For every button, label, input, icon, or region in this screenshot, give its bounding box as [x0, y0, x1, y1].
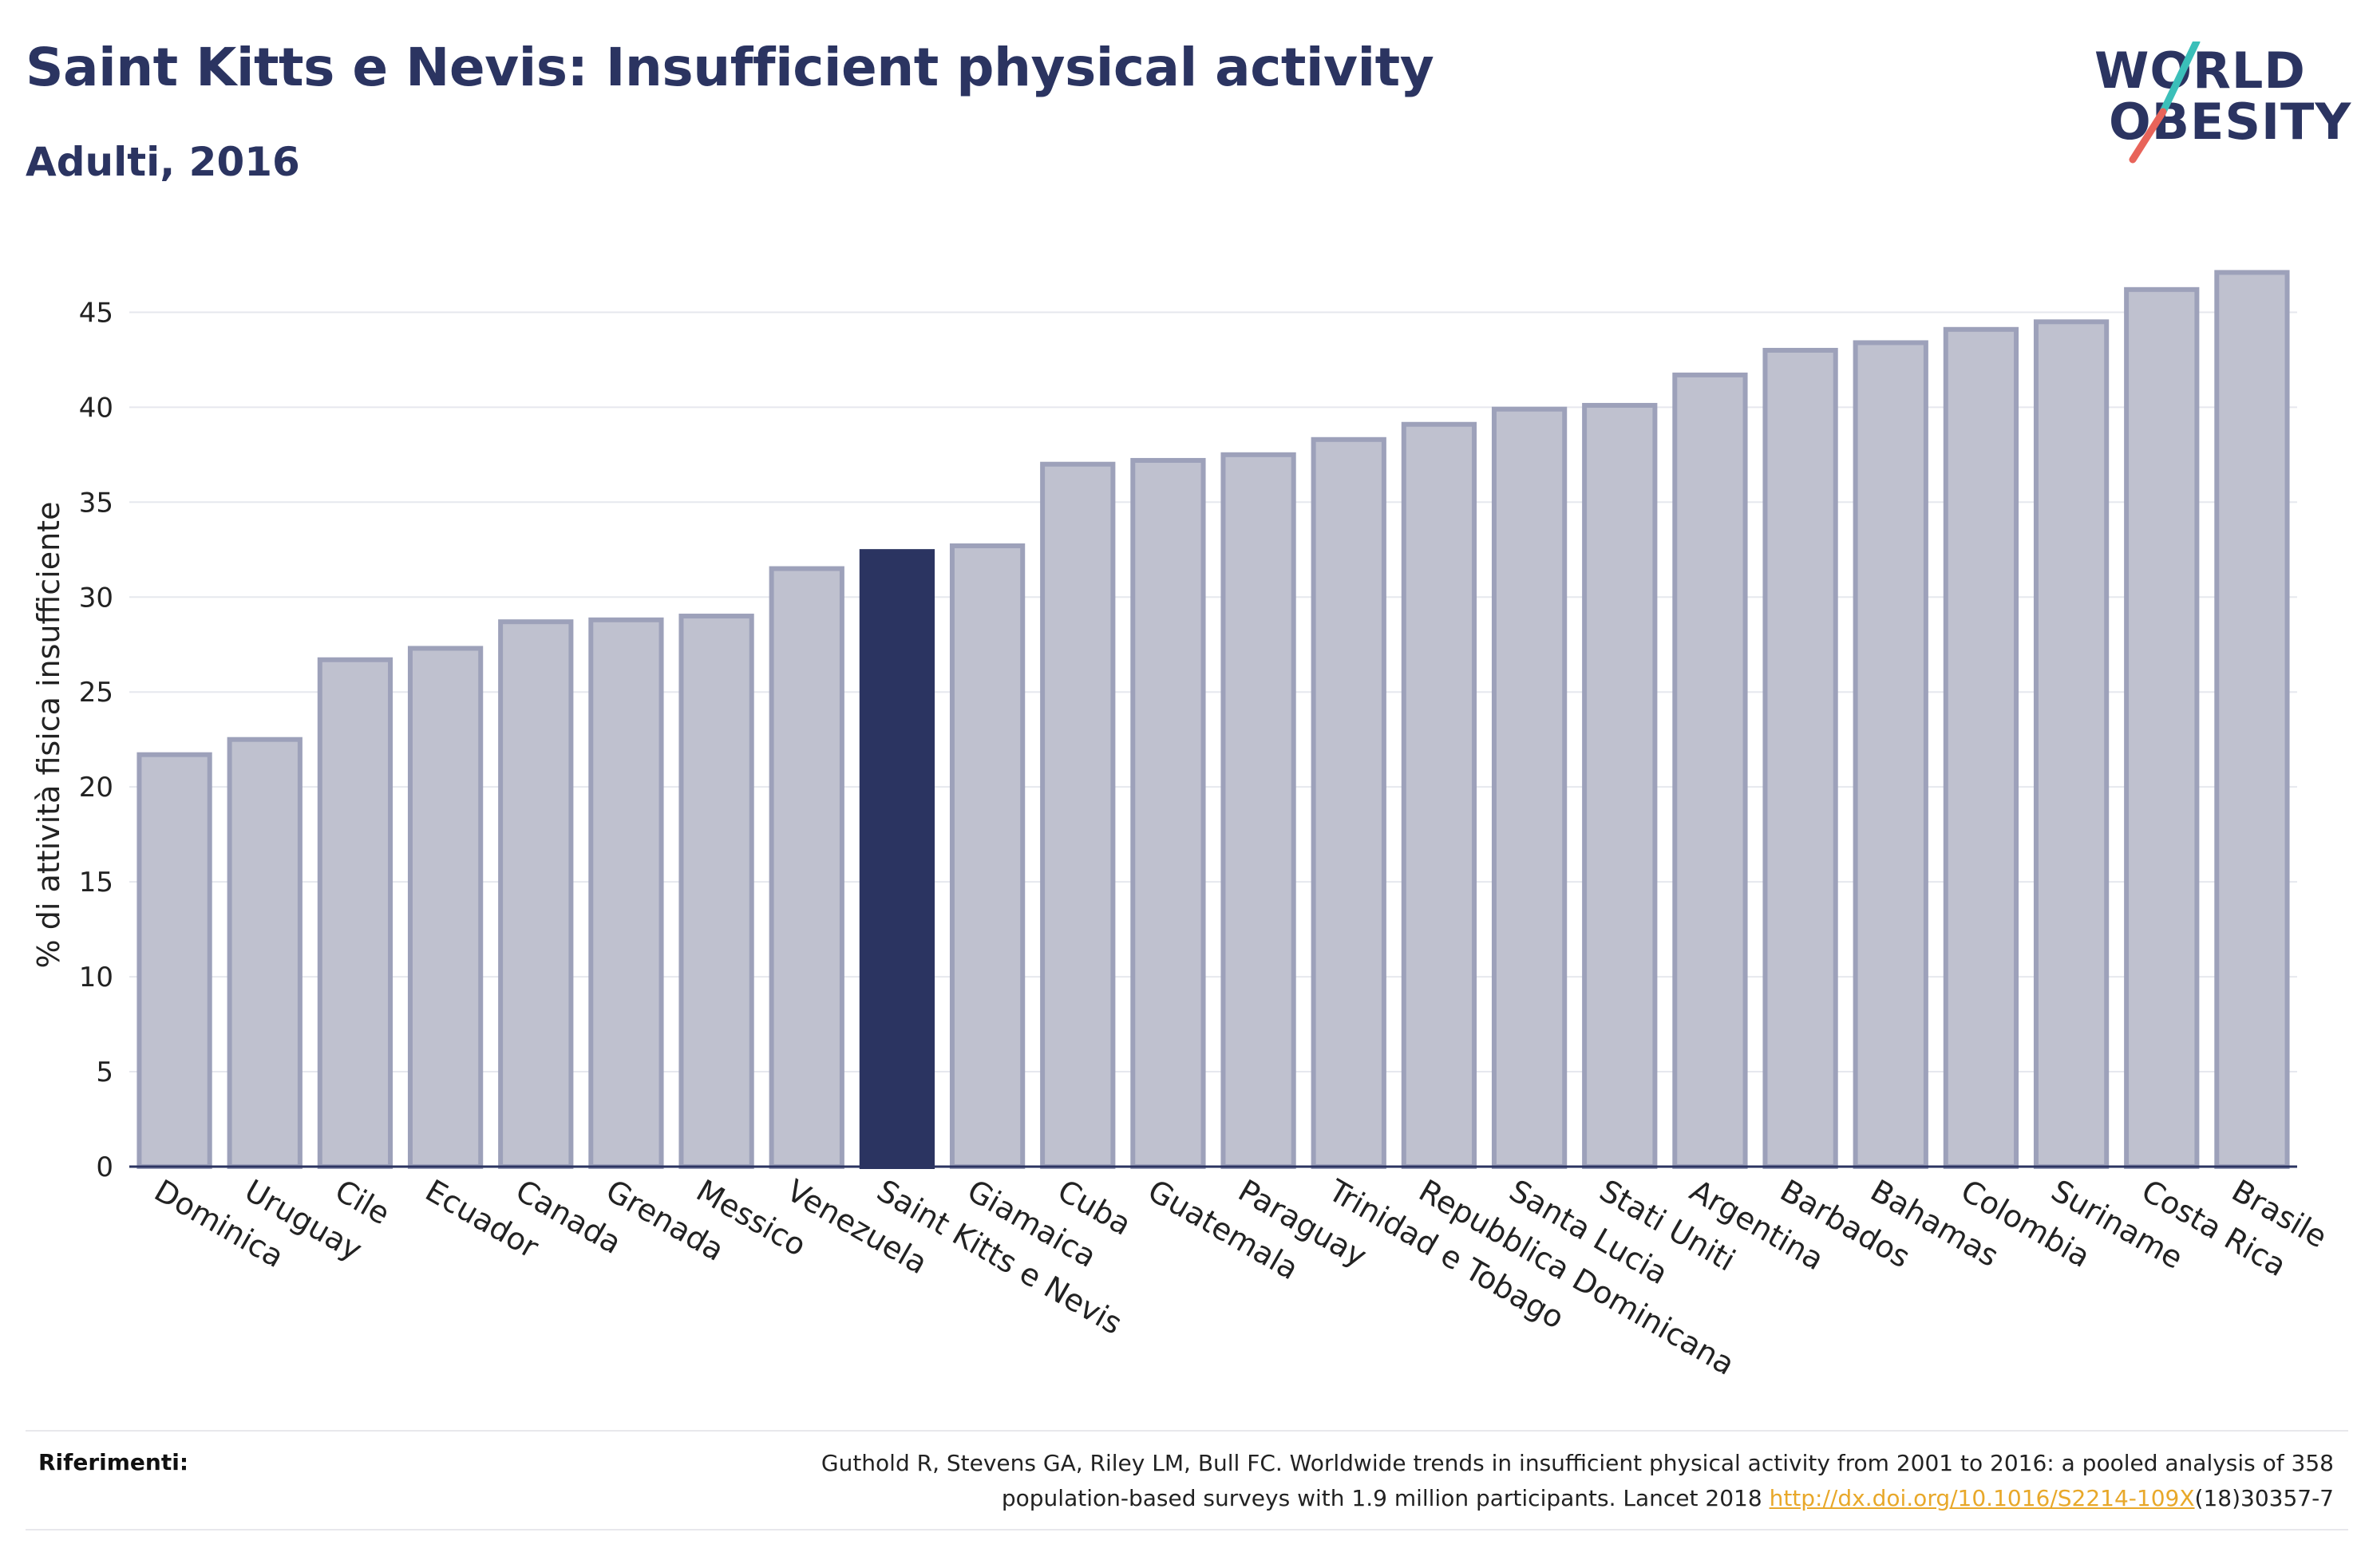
references-line-2-prefix: population-based surveys with 1.9 millio…	[1001, 1485, 1770, 1511]
y-tick-label: 35	[79, 487, 113, 519]
bar	[1130, 457, 1206, 1169]
y-tick-label: 5	[96, 1057, 113, 1088]
world-obesity-logo: WORLD OBESITY	[2085, 41, 2351, 169]
references-label: Riferimenti:	[38, 1449, 189, 1475]
y-axis-label: % di attività fisica insufficiente	[31, 502, 66, 969]
bar	[317, 657, 394, 1169]
bar	[1401, 421, 1477, 1169]
bar	[407, 646, 484, 1169]
bar	[1311, 436, 1386, 1169]
references-line-2-suffix: (18)30357-7	[2194, 1485, 2334, 1511]
bar	[1582, 402, 1658, 1169]
bar	[1762, 347, 1838, 1170]
bar	[1853, 340, 1928, 1170]
bar	[2033, 319, 2110, 1169]
y-tick-label: 30	[79, 582, 113, 614]
references-line-1: Guthold R, Stevens GA, Riley LM, Bull FC…	[821, 1450, 2334, 1476]
y-tick-label: 15	[79, 867, 113, 899]
y-tick-label: 45	[79, 297, 113, 329]
references-divider-bottom	[26, 1529, 2348, 1530]
chart-title: Saint Kitts e Nevis: Insufficient physic…	[26, 37, 1434, 98]
bar	[1943, 326, 2019, 1170]
bar	[2214, 270, 2290, 1170]
references-line-2: population-based surveys with 1.9 millio…	[498, 1481, 2334, 1516]
references-doi-link[interactable]: http://dx.doi.org/10.1016/S2214-109X	[1769, 1485, 2195, 1511]
logo-text-world: WORLD	[2094, 41, 2306, 100]
bar	[1491, 406, 1568, 1169]
references-text: Guthold R, Stevens GA, Riley LM, Bull FC…	[498, 1446, 2334, 1516]
bar	[1672, 372, 1748, 1169]
chart-subtitle: Adulti, 2016	[26, 139, 300, 185]
bar	[949, 543, 1026, 1169]
bar	[136, 752, 212, 1169]
bar	[498, 619, 574, 1169]
bar	[769, 566, 844, 1169]
bar	[588, 617, 664, 1169]
bar	[678, 614, 754, 1169]
bar	[1220, 452, 1296, 1169]
bar	[1040, 461, 1116, 1169]
y-tick-label: 0	[96, 1151, 113, 1183]
y-tick-label: 25	[79, 677, 113, 709]
y-tick-label: 40	[79, 392, 113, 424]
bar	[2124, 286, 2200, 1170]
bar-highlight	[859, 549, 935, 1169]
bar	[227, 737, 303, 1169]
references-divider-top	[26, 1430, 2348, 1432]
y-tick-label: 10	[79, 962, 113, 993]
bar-chart: 0 5 10 15 20 25 30 35 40 45 % di attività fisica i…	[31, 270, 2333, 1382]
logo-slash-icon	[2129, 41, 2201, 164]
y-tick-label: 20	[79, 772, 113, 804]
